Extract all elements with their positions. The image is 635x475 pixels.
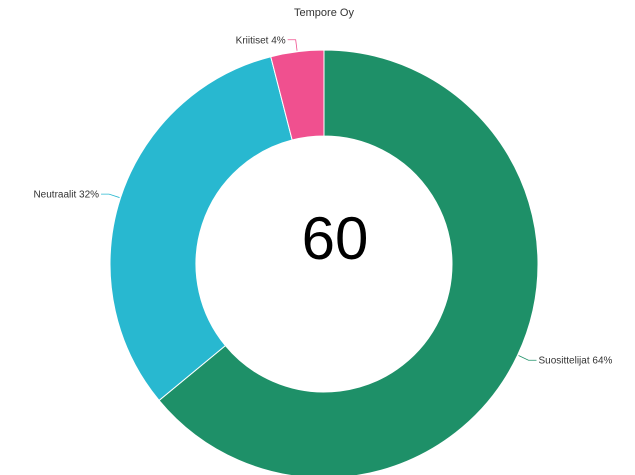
- leader-line-kriitiset: [287, 39, 298, 51]
- chart-title: Tempore Oy: [294, 7, 354, 19]
- slices-group: [109, 49, 539, 475]
- slice-label-suosittelijat: Suosittelijat 64%: [538, 356, 612, 367]
- slice-label-kriitiset: Kriitiset 4%: [236, 35, 286, 46]
- leader-lines-group: [101, 39, 537, 361]
- center-value: 60: [302, 205, 369, 272]
- slice-label-neutraalit: Neutraalit 32%: [33, 190, 99, 201]
- slice-suosittelijat: [158, 49, 539, 475]
- slice-neutraalit: [109, 56, 293, 402]
- leader-line-suosittelijat: [518, 355, 537, 361]
- slice-labels-group: Suosittelijat 64% Neutraalit 32% Kriitiset…: [33, 35, 612, 366]
- leader-line-neutraalit: [101, 193, 120, 198]
- slice-kriitiset: [270, 49, 325, 141]
